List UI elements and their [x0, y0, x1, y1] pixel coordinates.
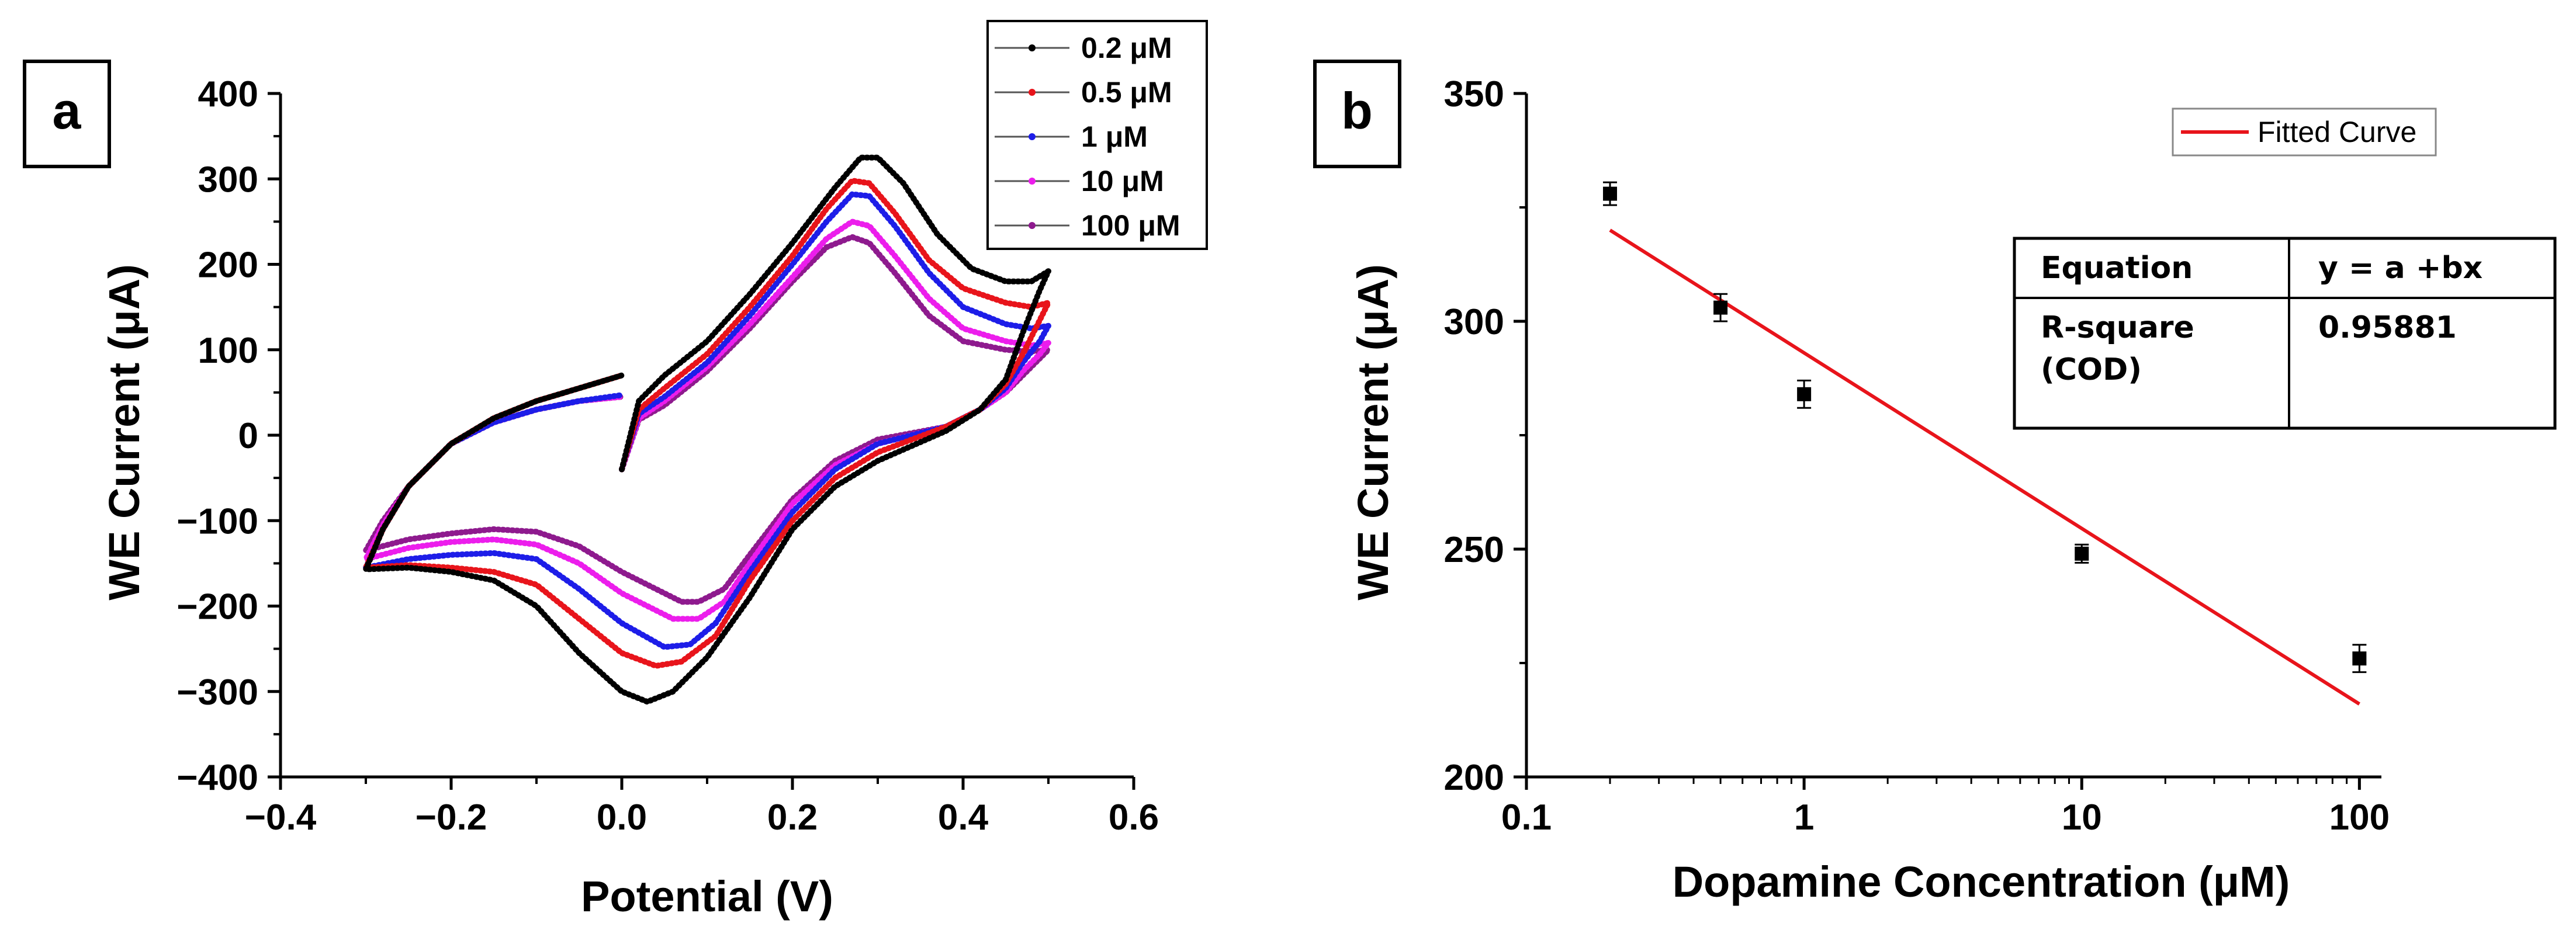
cv-series-2	[363, 191, 1051, 650]
panel-b-y-axis-label: WE Current (μA)	[1349, 264, 1397, 601]
panel-a-badge	[23, 60, 111, 168]
table-frame	[2013, 237, 2557, 430]
legend-label: 0.5 μM	[1081, 76, 1172, 109]
panel-b-badge	[1313, 60, 1401, 168]
table-value: 0.95881	[2318, 310, 2457, 345]
x-tick-label: 0.1	[1501, 797, 1552, 838]
x-tick-label: 0.2	[767, 797, 818, 838]
table-value: y = a +bx	[2318, 251, 2482, 286]
legend-marker	[1029, 178, 1036, 185]
y-tick-label: −300	[176, 672, 258, 713]
data-point	[1713, 300, 1728, 315]
legend-marker	[1029, 44, 1036, 51]
cv-series-4	[363, 234, 1051, 605]
table-label: (COD)	[2041, 352, 2142, 387]
x-tick-label: −0.4	[245, 797, 317, 838]
fitted-curve-line	[1609, 228, 2360, 706]
cv-series-1	[363, 178, 1051, 669]
y-tick-label: −200	[176, 587, 258, 627]
y-tick-label: 100	[198, 331, 258, 371]
panel-a-plot-area	[363, 154, 1051, 705]
data-point	[1603, 186, 1618, 201]
panel-b-legend: Fitted Curve	[2172, 107, 2437, 157]
x-tick-label: 100	[2329, 797, 2390, 838]
data-point	[1797, 387, 1812, 401]
data-point	[2352, 651, 2367, 666]
legend-label: 10 μM	[1081, 165, 1164, 197]
y-tick-label: −400	[176, 758, 258, 798]
panel-a-letter: a	[53, 82, 82, 140]
x-tick-label: 0.6	[1109, 797, 1159, 838]
cv-series-0	[363, 154, 1051, 705]
legend-label: 1 μM	[1081, 120, 1148, 153]
legend-label: 100 μM	[1081, 209, 1180, 242]
panel-b-fit-table: Equation y = a +bx R-square (COD) 0.95881	[2013, 237, 2557, 430]
y-tick-label: 350	[1444, 74, 1504, 114]
x-tick-label: 0.0	[597, 797, 647, 838]
panel-a-y-axis-label: WE Current (μA)	[100, 264, 148, 601]
legend-box	[986, 20, 1208, 250]
x-tick-label: 1	[1794, 797, 1814, 838]
panel-a-axes: −0.4 −0.2 0.0 0.2 0.4 0.6 −400 −300 −200 −100 0 100…	[176, 74, 1159, 838]
x-tick-label: 10	[2062, 797, 2102, 838]
y-tick-label: 400	[198, 74, 258, 114]
y-tick-label: 200	[1444, 758, 1504, 798]
cv-series-3	[363, 218, 1051, 622]
panel-b-axes: 0.1 1 10 100 200 250 300 350	[1444, 74, 2390, 838]
x-tick-label: −0.2	[416, 797, 487, 838]
x-tick-label: 0.4	[938, 797, 989, 838]
panel-b-x-axis-label: Dopamine Concentration (μM)	[1673, 858, 2290, 906]
y-tick-label: 0	[238, 416, 258, 456]
panel-a-x-axis-label: Potential (V)	[581, 872, 833, 921]
legend-marker	[1029, 133, 1036, 140]
panel-b-letter: b	[1341, 82, 1373, 140]
y-tick-label: 200	[198, 245, 258, 286]
panel-a: a −0.4 −0.2 0.0 0.2 0.4 0.6 −400 −300 −200 −100 0 1…	[23, 20, 1208, 921]
legend-label: 0.2 μM	[1081, 32, 1172, 64]
legend-marker	[1029, 222, 1036, 229]
table-label: R-square	[2041, 310, 2194, 345]
legend-marker	[1029, 89, 1036, 96]
y-tick-label: 300	[198, 159, 258, 200]
legend-label: Fitted Curve	[2258, 116, 2416, 148]
data-point	[2075, 546, 2089, 561]
panel-a-legend: 0.2 μM 0.5 μM 1 μM 10 μM 100 μM	[986, 20, 1208, 250]
table-label: Equation	[2041, 251, 2193, 286]
y-tick-label: 300	[1444, 302, 1504, 342]
y-tick-label: 250	[1444, 530, 1504, 570]
panel-b: b 0.1 1 10 100 200 250 300 350 Dopamine Concent…	[1313, 60, 2557, 906]
y-tick-label: −100	[176, 501, 258, 542]
panel-b-plot-area	[1603, 181, 2367, 706]
